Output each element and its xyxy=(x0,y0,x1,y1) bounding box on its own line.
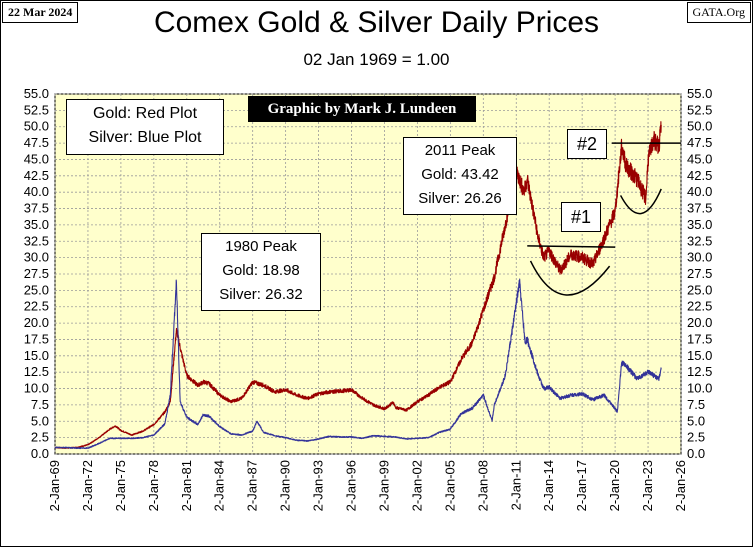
y-tick-left: 25.0 xyxy=(24,282,49,297)
x-tick-label: 2-Jan-84 xyxy=(212,460,227,511)
y-tick-left: 50.0 xyxy=(24,119,49,134)
y-tick-right: 12.5 xyxy=(687,364,712,379)
y-tick-right: 42.5 xyxy=(687,168,712,183)
legend-silver: Silver: Blue Plot xyxy=(88,129,202,146)
y-tick-right: 7.5 xyxy=(687,397,705,412)
peak-2011-title: 2011 Peak xyxy=(424,142,496,159)
date-label: 22 Mar 2024 xyxy=(2,2,79,23)
y-tick-right: 35.0 xyxy=(687,217,712,232)
x-tick-label: 2-Jan-20 xyxy=(607,460,622,511)
chart-subtitle: 02 Jan 1969 = 1.00 xyxy=(303,50,450,69)
y-tick-right: 45.0 xyxy=(687,151,712,166)
y-tick-right: 25.0 xyxy=(687,282,712,297)
x-tick-label: 2-Jan-11 xyxy=(508,460,523,510)
y-tick-left: 0.0 xyxy=(31,446,49,461)
y-tick-right: 40.0 xyxy=(687,184,712,199)
x-tick-label: 2-Jan-17 xyxy=(574,460,589,511)
y-tick-left: 37.5 xyxy=(24,201,49,216)
y-tick-left: 2.5 xyxy=(31,430,49,445)
x-tick-label: 2-Jan-75 xyxy=(113,460,128,511)
y-tick-left: 17.5 xyxy=(24,331,49,346)
marker-1-cup xyxy=(529,260,611,296)
x-tick-label: 2-Jan-08 xyxy=(475,460,490,511)
x-tick-label: 2-Jan-87 xyxy=(245,460,260,511)
y-tick-left: 35.0 xyxy=(24,217,49,232)
x-tick-label: 2-Jan-78 xyxy=(146,460,161,511)
y-tick-right: 32.5 xyxy=(687,233,712,248)
peak-2011-box: 2011 Peak Gold: 43.42 Silver: 26.26 xyxy=(403,137,517,215)
y-tick-left: 22.5 xyxy=(24,299,49,314)
y-tick-right: 20.0 xyxy=(687,315,712,330)
y-tick-left: 5.0 xyxy=(31,413,49,428)
y-tick-left: 45.0 xyxy=(24,151,49,166)
y-tick-right: 27.5 xyxy=(687,266,712,281)
x-tick-label: 2-Jan-81 xyxy=(179,460,194,511)
marker-2-cup xyxy=(619,188,662,215)
peak-1980-gold: Gold: 18.98 xyxy=(222,262,300,279)
y-tick-left: 7.5 xyxy=(31,397,49,412)
y-tick-left: 10.0 xyxy=(24,381,49,396)
y-tick-left: 27.5 xyxy=(24,266,49,281)
y-tick-left: 52.5 xyxy=(24,102,49,117)
legend-gold: Gold: Red Plot xyxy=(92,105,198,122)
credit-banner: Graphic by Mark J. Lundeen xyxy=(248,96,476,122)
series-group xyxy=(54,121,662,450)
peak-1980-title: 1980 Peak xyxy=(225,238,297,255)
x-tick-label: 2-Jan-02 xyxy=(409,460,424,511)
y-tick-right: 22.5 xyxy=(687,299,712,314)
y-tick-right: 2.5 xyxy=(687,430,705,445)
y-tick-left: 47.5 xyxy=(24,135,49,150)
y-tick-left: 32.5 xyxy=(24,233,49,248)
y-tick-left: 12.5 xyxy=(24,364,49,379)
marker-2-label: #2 xyxy=(567,129,607,159)
y-tick-right: 0.0 xyxy=(687,446,705,461)
x-tick-label: 2-Jan-23 xyxy=(640,460,655,511)
x-tick-label: 2-Jan-05 xyxy=(442,460,457,511)
marker-1-neckline xyxy=(527,245,616,248)
y-tick-right: 47.5 xyxy=(687,135,712,150)
x-tick-label: 2-Jan-99 xyxy=(376,460,391,511)
y-tick-right: 17.5 xyxy=(687,331,712,346)
peak-1980-silver: Silver: 26.32 xyxy=(219,286,303,303)
x-tick-label: 2-Jan-93 xyxy=(311,460,326,511)
chart-title: Comex Gold & Silver Daily Prices xyxy=(153,6,600,39)
y-tick-right: 55.0 xyxy=(687,86,712,101)
y-tick-right: 37.5 xyxy=(687,201,712,216)
y-tick-left: 42.5 xyxy=(24,168,49,183)
y-axis-left: 0.02.5 5.07.510.0 12.515.0 17.520.022.5 25.0… xyxy=(24,86,49,461)
y-tick-left: 15.0 xyxy=(24,348,49,363)
y-tick-right: 5.0 xyxy=(687,413,705,428)
x-tick-label: 2-Jan-14 xyxy=(541,460,556,511)
y-tick-left: 30.0 xyxy=(24,250,49,265)
y-tick-right: 15.0 xyxy=(687,348,712,363)
x-axis: 2-Jan-69 2-Jan-72 2-Jan-75 2-Jan-78 2-Jan-81… xyxy=(47,460,688,511)
x-tick-label: 2-Jan-69 xyxy=(47,460,62,511)
y-tick-left: 55.0 xyxy=(24,86,49,101)
x-tick-label: 2-Jan-26 xyxy=(673,460,688,511)
peak-2011-gold: Gold: 43.42 xyxy=(421,166,499,183)
x-tick-label: 2-Jan-90 xyxy=(278,460,293,511)
legend-box: Gold: Red Plot Silver: Blue Plot xyxy=(66,99,224,155)
y-tick-right: 30.0 xyxy=(687,250,712,265)
marker-1-label: #1 xyxy=(561,202,601,232)
y-tick-left: 40.0 xyxy=(24,184,49,199)
y-tick-right: 10.0 xyxy=(687,381,712,396)
y-tick-left: 20.0 xyxy=(24,315,49,330)
silver-series-line xyxy=(54,278,662,450)
y-tick-right: 52.5 xyxy=(687,102,712,117)
peak-2011-silver: Silver: 26.26 xyxy=(418,190,502,207)
pattern-markers xyxy=(527,142,681,296)
y-axis-right: 0.02.5 5.07.510.0 12.515.0 17.520.022.5 25.0… xyxy=(687,86,712,461)
source-label: GATA.Org xyxy=(686,2,751,23)
x-tick-label: 2-Jan-72 xyxy=(80,460,95,511)
peak-1980-box: 1980 Peak Gold: 18.98 Silver: 26.32 xyxy=(201,233,321,311)
y-tick-right: 50.0 xyxy=(687,119,712,134)
x-tick-label: 2-Jan-96 xyxy=(344,460,359,511)
gold-series-line xyxy=(54,121,662,450)
